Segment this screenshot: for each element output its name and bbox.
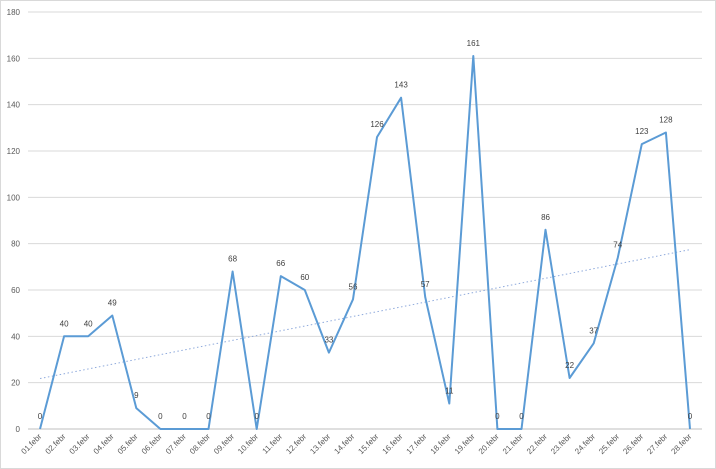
x-tick-label: 17.febr: [405, 432, 429, 456]
data-label: 0: [38, 412, 43, 421]
x-tick-label: 01.febr: [19, 432, 43, 456]
x-tick-label: 02.febr: [44, 432, 68, 456]
x-tick-label: 26.febr: [621, 432, 645, 456]
x-tick-label: 05.febr: [116, 432, 140, 456]
x-tick-label: 13.febr: [308, 432, 332, 456]
y-tick-label: 60: [11, 286, 20, 295]
data-label: 128: [659, 115, 673, 124]
x-tick-label: 22.febr: [525, 432, 549, 456]
data-label: 22: [565, 361, 574, 370]
data-label: 161: [467, 39, 481, 48]
data-label: 126: [370, 120, 384, 129]
trendline: [39, 249, 691, 380]
data-label: 143: [394, 81, 408, 90]
data-label: 68: [228, 254, 237, 263]
data-label: 123: [635, 127, 649, 136]
x-tick-label: 14.febr: [332, 432, 356, 456]
x-tick-label: 03.febr: [68, 432, 92, 456]
x-tick-label: 25.febr: [597, 432, 621, 456]
x-tick-label: 04.febr: [92, 432, 116, 456]
data-label: 86: [541, 213, 550, 222]
data-label: 0: [254, 412, 259, 421]
data-label: 0: [158, 412, 163, 421]
x-tick-label: 15.febr: [356, 432, 380, 456]
data-label: 40: [84, 319, 93, 328]
x-tick-label: 10.febr: [236, 432, 260, 456]
x-tick-label: 21.febr: [501, 432, 525, 456]
data-label: 11: [445, 387, 454, 396]
data-label: 0: [688, 412, 693, 421]
data-label: 60: [300, 273, 309, 282]
x-tick-label: 09.febr: [212, 432, 236, 456]
data-label: 0: [182, 412, 187, 421]
series-line: [39, 55, 691, 430]
x-tick-label: 23.febr: [549, 432, 573, 456]
data-label: 40: [60, 319, 69, 328]
x-tick-label: 24.febr: [573, 432, 597, 456]
x-tick-label: 08.febr: [188, 432, 212, 456]
x-tick-label: 11.febr: [261, 432, 285, 456]
data-label: 57: [421, 280, 430, 289]
y-tick-label: 120: [7, 147, 21, 156]
x-tick-label: 12.febr: [284, 432, 308, 456]
data-label: 33: [324, 336, 333, 345]
x-tick-label: 16.febr: [381, 432, 405, 456]
data-label: 66: [276, 259, 285, 268]
x-tick-label: 07.febr: [164, 432, 188, 456]
y-tick-label: 180: [7, 8, 21, 17]
x-tick-label: 28.febr: [669, 432, 693, 456]
data-label: 0: [495, 412, 500, 421]
y-tick-label: 140: [7, 101, 21, 110]
y-tick-label: 40: [11, 332, 20, 341]
x-tick-label: 19.febr: [453, 432, 477, 456]
data-label: 0: [519, 412, 524, 421]
data-label: 74: [613, 241, 622, 250]
y-tick-label: 160: [7, 54, 21, 63]
data-label: 37: [589, 326, 598, 335]
x-tick-label: 06.febr: [140, 432, 164, 456]
x-tick-label: 18.febr: [429, 432, 453, 456]
data-label: 0: [206, 412, 211, 421]
x-tick-label: 20.febr: [477, 432, 501, 456]
x-tick-label: 27.febr: [645, 432, 669, 456]
data-label: 9: [134, 391, 139, 400]
y-tick-label: 100: [7, 193, 21, 202]
y-tick-label: 80: [11, 240, 20, 249]
data-label: 56: [349, 282, 358, 291]
y-tick-label: 0: [16, 425, 21, 434]
data-label: 49: [108, 298, 117, 307]
y-tick-label: 20: [11, 379, 20, 388]
